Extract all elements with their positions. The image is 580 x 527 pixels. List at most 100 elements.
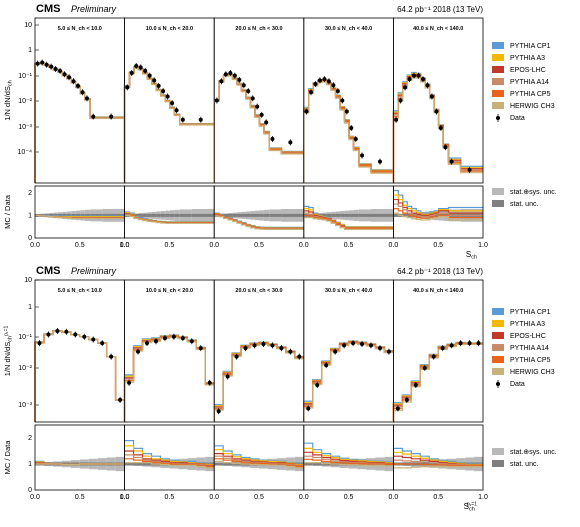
multiplicity-bin-label: 20.0 ≤ N_ch < 30.0 bbox=[235, 288, 282, 294]
main-y-tick-label: 10 bbox=[24, 277, 32, 284]
legend-label: EPOS-LHC bbox=[510, 333, 546, 340]
data-point bbox=[403, 85, 407, 89]
data-point bbox=[226, 375, 230, 379]
ratio-legend-label: stat.⊕sys. unc. bbox=[510, 189, 557, 196]
stat-band bbox=[331, 214, 335, 217]
x-tick-label: 0.5 bbox=[165, 494, 175, 501]
data-point bbox=[148, 74, 152, 78]
data-point bbox=[468, 341, 472, 345]
cms-label: CMS bbox=[36, 265, 60, 277]
x-axis-title: Schp₁=1 bbox=[464, 502, 478, 513]
mc-histogram-pythia-cp5 bbox=[35, 331, 125, 422]
main-y-axis-title: 1/N dN/dSch bbox=[3, 80, 14, 120]
data-point bbox=[64, 330, 68, 334]
ratio-y-tick-label: 2 bbox=[28, 435, 32, 442]
data-point bbox=[72, 79, 76, 83]
legend-label: PYTHIA CP5 bbox=[510, 91, 551, 98]
multiplicity-bin-label: 10.0 ≤ N_ch < 20.0 bbox=[146, 26, 193, 32]
data-point bbox=[67, 75, 71, 79]
sub-panel-3: 20.0 ≤ N_ch < 30.0 bbox=[214, 18, 304, 238]
data-point bbox=[304, 109, 308, 113]
sub-panel-5: 40.0 ≤ N_ch < 140.0 bbox=[393, 280, 483, 490]
data-point bbox=[279, 346, 283, 350]
data-point bbox=[58, 69, 62, 73]
data-point bbox=[76, 84, 80, 88]
data-point bbox=[318, 78, 322, 82]
stat-band bbox=[138, 214, 142, 217]
stat-band bbox=[242, 214, 246, 217]
main-y-axis-title: 1/N dN/dSchp₁=1 bbox=[3, 325, 14, 376]
data-point bbox=[439, 126, 443, 130]
x-tick-label: 0.0 bbox=[209, 494, 219, 501]
data-point bbox=[242, 83, 246, 87]
mc-histogram-pythia-cp1 bbox=[214, 74, 304, 183]
x-tick-label: 0.0 bbox=[120, 494, 130, 501]
mc-histogram-pythia-cp1 bbox=[35, 63, 125, 183]
data-point bbox=[432, 355, 436, 359]
main-frame bbox=[393, 18, 483, 183]
data-point bbox=[163, 336, 167, 340]
main-y-tick-label: 10⁻¹ bbox=[18, 334, 32, 341]
data-point bbox=[145, 341, 149, 345]
legend-swatch-epos-lhc bbox=[492, 66, 504, 73]
data-point bbox=[136, 350, 140, 354]
data-point bbox=[244, 346, 248, 350]
legend-swatch-pythia-a14 bbox=[492, 78, 504, 85]
data-point bbox=[399, 99, 403, 103]
data-point bbox=[423, 366, 427, 370]
data-point bbox=[85, 96, 89, 100]
data-point bbox=[143, 69, 147, 73]
data-point bbox=[369, 343, 373, 347]
data-point bbox=[130, 71, 134, 75]
ratio-legend-label: stat.⊕sys. unc. bbox=[510, 449, 557, 456]
data-point bbox=[199, 118, 203, 122]
x-tick-label: 0.0 bbox=[299, 242, 309, 249]
data-point bbox=[181, 336, 185, 340]
data-point bbox=[331, 83, 335, 87]
legend-label: Data bbox=[510, 381, 525, 388]
mc-histogram-pythia-a14 bbox=[214, 75, 304, 183]
data-point bbox=[261, 342, 265, 346]
data-point bbox=[412, 74, 416, 78]
stat-band bbox=[269, 214, 281, 217]
data-point bbox=[425, 83, 429, 87]
stat-band bbox=[281, 214, 303, 217]
stat-band bbox=[255, 214, 259, 217]
multiplicity-bin-label: 40.0 ≤ N_ch < 140.0 bbox=[413, 26, 463, 32]
legend-label: PYTHIA CP1 bbox=[510, 309, 551, 316]
data-point bbox=[161, 89, 165, 93]
data-point bbox=[288, 350, 292, 354]
x-tick-label: 0.5 bbox=[75, 494, 85, 501]
chart-panel-1: CMS Preliminary 64.2 pb⁻¹ 2018 (13 TeV)1/N… bbox=[3, 3, 557, 261]
legend-swatch-pythia-a14 bbox=[492, 344, 504, 351]
data-point bbox=[49, 65, 53, 69]
main-frame bbox=[35, 280, 125, 422]
data-point bbox=[450, 160, 454, 164]
data-point bbox=[349, 126, 353, 130]
main-y-tick-label: 1 bbox=[28, 47, 32, 54]
mc-histogram-epos-lhc bbox=[214, 343, 304, 422]
data-point bbox=[313, 82, 317, 86]
legend-swatch-pythia-cp5 bbox=[492, 90, 504, 97]
main-y-tick-label: 10⁻² bbox=[18, 365, 32, 372]
stat-band bbox=[336, 214, 340, 217]
x-tick-label: 0.0 bbox=[30, 242, 40, 249]
data-point bbox=[336, 89, 340, 93]
data-point bbox=[37, 341, 41, 345]
preliminary-label: Preliminary bbox=[71, 266, 117, 276]
mc-histogram-herwig-ch3 bbox=[214, 344, 304, 422]
data-point bbox=[255, 105, 259, 109]
data-point bbox=[306, 406, 310, 410]
data-point bbox=[333, 350, 337, 354]
stat-band bbox=[250, 214, 254, 217]
x-tick-label: 0.5 bbox=[433, 494, 443, 501]
ratio-y-axis-title: MC / Data bbox=[3, 194, 12, 229]
mc-histogram-herwig-ch3 bbox=[125, 68, 215, 183]
sub-panel-4: 30.0 ≤ N_ch < 40.0 bbox=[304, 18, 394, 238]
ratio-y-tick-label: 1 bbox=[28, 212, 32, 219]
legend-label: HERWIG CH3 bbox=[510, 103, 555, 110]
x-tick-label: 0.5 bbox=[344, 242, 354, 249]
data-point bbox=[46, 333, 50, 337]
x-tick-label: 0.5 bbox=[254, 494, 264, 501]
lumi-label: 64.2 pb⁻¹ 2018 (13 TeV) bbox=[397, 267, 483, 276]
